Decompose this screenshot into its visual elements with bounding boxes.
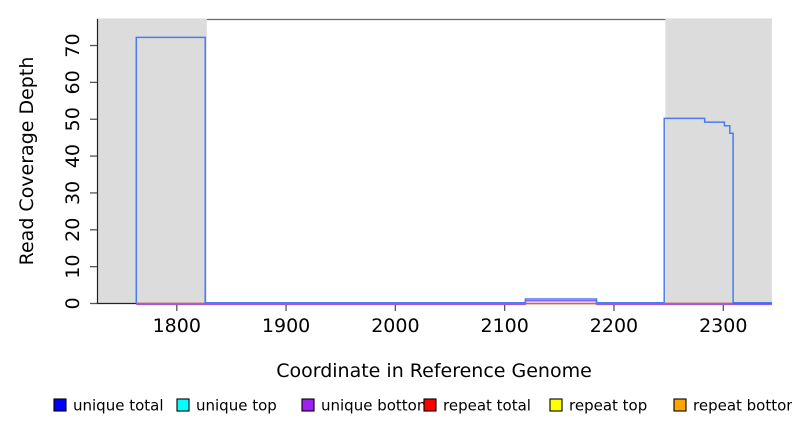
y-tick-label: 10 [62, 255, 84, 279]
legend-item-unique-total: unique total [53, 397, 164, 415]
x-tick-label: 2300 [699, 315, 747, 337]
right-repeat-region-band [665, 19, 772, 304]
y-tick-label: 70 [62, 33, 84, 57]
legend-label: repeat top [569, 397, 647, 415]
series-unique-bottom-line [136, 299, 772, 306]
y-tick-label: 50 [62, 107, 84, 131]
y-tick-label: 60 [62, 70, 84, 94]
y-tick-label: 30 [62, 181, 84, 205]
x-tick-label: 1900 [262, 315, 310, 337]
y-tick-label: 0 [62, 297, 84, 309]
series-unique-total-line [135, 36, 772, 304]
legend-label: repeat total [443, 397, 531, 415]
y-tick-label: 20 [62, 218, 84, 242]
legend-swatch-unique-bottom [301, 398, 315, 412]
legend-label: repeat bottom [693, 397, 792, 415]
legend-swatch-repeat-bottom [673, 398, 687, 412]
y-tick-label: 40 [62, 144, 84, 168]
left-repeat-region-band [97, 19, 207, 304]
legend-swatch-unique-total [53, 398, 67, 412]
x-tick-label: 2200 [590, 315, 638, 337]
x-tick-label: 1800 [153, 315, 201, 337]
legend-swatch-repeat-total [423, 398, 437, 412]
legend-swatch-repeat-top [549, 398, 563, 412]
legend-label: unique total [73, 397, 164, 415]
legend-item-repeat-bottom: repeat bottom [673, 397, 792, 415]
legend-item-repeat-top: repeat top [549, 397, 647, 415]
x-tick-label: 2100 [480, 315, 528, 337]
legend-item-unique-top: unique top [176, 397, 277, 415]
legend-label: unique top [196, 397, 277, 415]
y-axis-title: Read Coverage Depth [16, 57, 38, 266]
x-tick-label: 2000 [371, 315, 419, 337]
legend-swatch-unique-top [176, 398, 190, 412]
x-axis-title: Coordinate in Reference Genome [276, 360, 592, 382]
legend-item-repeat-total: repeat total [423, 397, 531, 415]
legend-label: unique bottom [321, 397, 431, 415]
legend-item-unique-bottom: unique bottom [301, 397, 431, 415]
